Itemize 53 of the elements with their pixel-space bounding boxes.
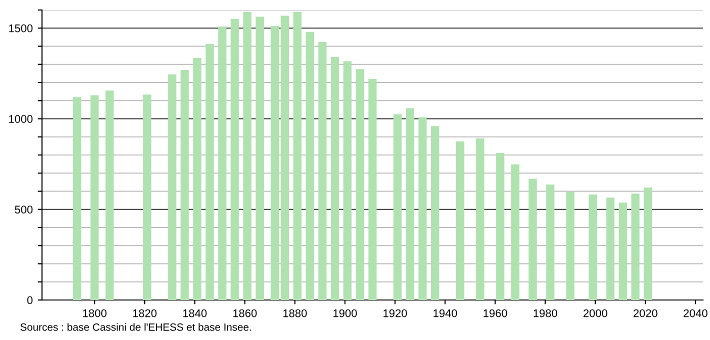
x-tick-label: 1840: [183, 309, 207, 318]
bar: [356, 69, 364, 300]
bar: [218, 26, 226, 300]
x-tick-label: 1960: [484, 309, 508, 318]
source-note: Sources : base Cassini de l'EHESS et base Insee.: [20, 323, 251, 331]
x-tick-label: 2040: [684, 309, 708, 318]
bar: [528, 178, 537, 300]
bar: [230, 18, 239, 300]
bar: [631, 194, 640, 300]
y-tick-label: 1500: [9, 24, 33, 32]
bar: [418, 117, 427, 300]
y-tick-label: 0: [27, 296, 33, 304]
bar: [256, 16, 264, 300]
bar: [168, 74, 176, 300]
bar: [618, 202, 628, 300]
bar: [330, 56, 340, 300]
bar: [566, 192, 574, 300]
bar: [606, 198, 614, 300]
bar: [143, 94, 152, 300]
x-tick-label: 1860: [233, 309, 257, 318]
bar: [546, 184, 554, 300]
x-tick-label: 1880: [283, 309, 307, 318]
bar: [368, 79, 377, 300]
bar: [430, 126, 440, 300]
bar: [588, 194, 597, 300]
bar: [72, 97, 82, 300]
x-tick-label: 2020: [634, 309, 658, 318]
bar: [343, 61, 352, 300]
bar: [393, 114, 402, 300]
bar: [293, 12, 302, 300]
bar: [206, 44, 214, 300]
bar: [511, 164, 520, 300]
x-tick-label: 1940: [434, 309, 458, 318]
bar: [496, 153, 504, 300]
x-tick-label: 1920: [384, 309, 407, 318]
bar: [180, 70, 189, 300]
y-tick-label: 500: [14, 206, 33, 214]
bar: [644, 187, 652, 300]
bar: [193, 58, 202, 300]
bar: [406, 108, 414, 300]
x-tick-label: 1800: [83, 309, 107, 318]
y-tick-label: 1000: [9, 115, 33, 123]
bar: [456, 141, 464, 300]
bar: [318, 42, 327, 300]
x-tick-label: 1980: [534, 309, 558, 318]
x-tick-label: 1900: [333, 309, 357, 318]
bar: [306, 32, 314, 300]
x-tick-label: 2000: [584, 309, 608, 318]
bar: [90, 95, 99, 300]
x-tick-label: 1820: [133, 309, 157, 318]
bar: [105, 90, 114, 300]
bar: [476, 138, 484, 300]
bar: [243, 12, 252, 300]
